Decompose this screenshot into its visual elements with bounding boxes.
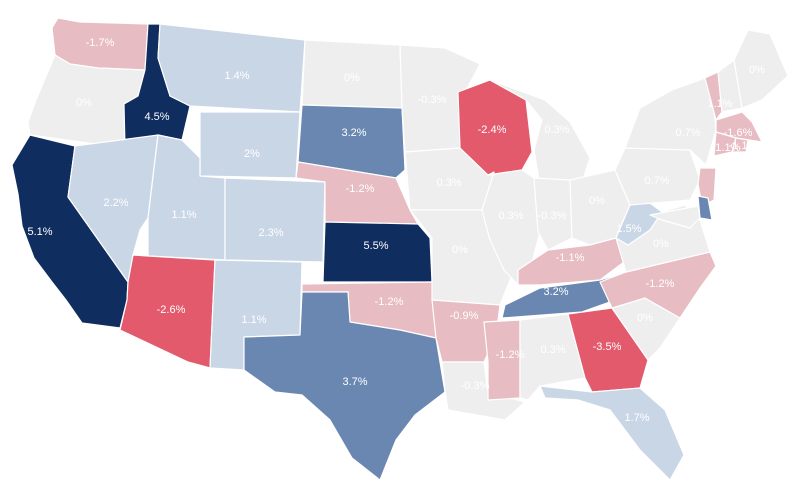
state-label-ma: -1.6% — [724, 127, 753, 139]
state-label-sc: 0% — [637, 312, 653, 324]
state-label-fl: 1.7% — [624, 412, 649, 424]
state-label-la: -0.3% — [461, 380, 490, 392]
state-label-vt: 1.1% — [707, 98, 732, 110]
state-label-oh: 0% — [589, 195, 605, 207]
state-label-pa: 0.7% — [644, 175, 669, 187]
state-label-co: 2.3% — [258, 227, 283, 239]
state-ks — [322, 221, 433, 283]
state-label-mi: 0.3% — [544, 124, 569, 136]
state-label-or: 0% — [76, 97, 92, 109]
state-label-nv: 2.2% — [103, 197, 128, 209]
state-label-ms: -1.2% — [496, 349, 525, 361]
state-label-ca: 5.1% — [27, 226, 52, 238]
state-label-me: 0% — [749, 64, 765, 76]
state-label-wa: -1.7% — [86, 37, 115, 49]
state-wy — [199, 111, 301, 179]
state-label-ct: -1.1% — [712, 142, 741, 154]
state-md — [649, 205, 701, 229]
state-label-ok: -1.2% — [375, 296, 404, 308]
state-label-ar: -0.9% — [450, 310, 479, 322]
labels-layer: -1.7% 0% 5.1% 4.5% 2.2% 1.4% 2% 1.1% 2.3% -2.6% 1.… — [27, 37, 765, 424]
state-me — [733, 29, 789, 109]
state-ri — [731, 137, 749, 153]
state-label-sd: 3.2% — [341, 127, 366, 139]
state-label-ne: -1.2% — [346, 183, 375, 195]
state-label-il: 0.3% — [498, 210, 523, 222]
state-label-mt: 1.4% — [224, 70, 249, 82]
state-label-wv: 1.5% — [616, 223, 641, 235]
state-label-nd: 0% — [344, 72, 360, 84]
state-label-ia: 0.3% — [436, 177, 461, 189]
state-label-ut: 1.1% — [171, 209, 196, 221]
state-label-nm: 1.1% — [241, 314, 266, 326]
state-label-mo: 0% — [452, 244, 468, 256]
state-label-wi: -2.4% — [478, 124, 507, 136]
state-label-ny: 0.7% — [675, 127, 700, 139]
states-layer — [11, 17, 789, 481]
state-co — [224, 177, 326, 263]
state-label-ky: -1.1% — [556, 252, 585, 264]
state-label-in: -0.3% — [538, 210, 567, 222]
state-label-wy: 2% — [244, 148, 260, 160]
state-fl — [539, 385, 685, 481]
state-label-ga: -3.5% — [593, 341, 622, 353]
state-label-al: 0.3% — [540, 344, 565, 356]
state-sd — [297, 104, 406, 179]
state-tx — [243, 291, 446, 481]
state-label-va: 0% — [653, 238, 669, 250]
state-label-az: -2.6% — [157, 304, 186, 316]
state-label-nc: -1.2% — [646, 278, 675, 290]
state-la — [441, 361, 526, 421]
state-label-tx: 3.7% — [342, 376, 367, 388]
state-ms — [483, 319, 521, 401]
state-label-tn: 3.2% — [543, 286, 568, 298]
state-in — [533, 177, 573, 251]
state-label-mn: -0.3% — [418, 94, 447, 106]
state-label-ri: -1.1% — [729, 140, 758, 152]
state-label-ks: 5.5% — [363, 240, 388, 252]
state-mt — [157, 23, 306, 113]
state-label-id: 4.5% — [144, 111, 169, 123]
